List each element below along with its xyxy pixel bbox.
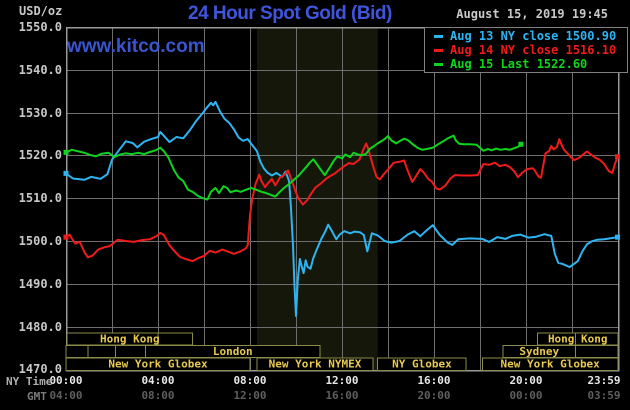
session-label: New York Globex [108, 358, 208, 371]
series-end-marker [63, 234, 69, 240]
ny-time-axis-label: NY Time [6, 375, 53, 388]
session-box [377, 357, 467, 371]
session-box [481, 357, 619, 371]
session-box [574, 345, 619, 358]
legend-item: Aug 13 NY close 1500.90 [434, 29, 627, 43]
page-title: 24 Hour Spot Gold (Bid) [188, 3, 392, 24]
legend-dash-icon [434, 63, 443, 66]
legend-item: Aug 15 Last 1522.60 [434, 57, 627, 71]
series-end-marker [615, 154, 621, 160]
session-label: Hong Kong [548, 333, 608, 346]
session-box [65, 357, 251, 371]
x-tick-ny-label: 12:00 [325, 374, 359, 387]
series-end-marker [518, 141, 524, 147]
legend-item-label: Aug 13 NY close 1500.90 [450, 29, 617, 43]
y-tick-label: 1540.0 [18, 62, 62, 77]
series-line-aug-15 [65, 134, 522, 201]
session-label: Sydney [519, 345, 559, 358]
x-tick-gmt-label: 04:00 [49, 389, 83, 402]
y-tick-label: 1480.0 [18, 319, 62, 334]
y-tick-label: 1530.0 [18, 105, 62, 120]
x-tick-gmt-label: 20:00 [417, 389, 451, 402]
chart-timestamp: August 15, 2019 19:45 [456, 7, 608, 21]
x-tick-gmt-label: 08:00 [141, 389, 175, 402]
y-tick-label: 1470.0 [18, 362, 62, 377]
series-line-aug-14 [65, 138, 619, 263]
legend-item-label: Aug 15 Last 1522.60 [450, 57, 588, 71]
series-line-aug-13 [65, 100, 619, 317]
legend-dash-icon [434, 35, 443, 38]
gmt-axis-label: GMT [27, 390, 47, 403]
x-tick-gmt-label: 12:00 [233, 389, 267, 402]
session-box [87, 345, 116, 358]
x-tick-ny-label: 16:00 [417, 374, 451, 387]
series-end-marker [615, 234, 621, 240]
session-label: London [213, 345, 253, 358]
legend-item-label: Aug 14 NY close 1516.10 [450, 43, 617, 57]
legend-dash-icon [434, 49, 443, 52]
legend-box: Aug 13 NY close 1500.90 Aug 14 NY close 1… [424, 27, 628, 73]
series-end-marker [63, 149, 69, 155]
x-tick-ny-label: 23:59 [587, 374, 621, 387]
session-box [65, 345, 89, 358]
y-tick-label: 1520.0 [18, 148, 62, 163]
y-tick-label: 1490.0 [18, 276, 62, 291]
x-tick-ny-label: 00:00 [49, 374, 83, 387]
x-tick-gmt-label: 03:59 [587, 389, 621, 402]
x-tick-ny-label: 04:00 [141, 374, 175, 387]
session-label: New York Globex [500, 358, 600, 371]
y-tick-label: 1510.0 [18, 191, 62, 206]
session-label: Hong Kong [100, 333, 160, 346]
y-axis-units-label: USD/oz [19, 4, 63, 18]
x-tick-gmt-label: 00:00 [509, 389, 543, 402]
legend-item: Aug 14 NY close 1516.10 [434, 43, 627, 57]
x-tick-ny-label: 20:00 [509, 374, 543, 387]
session-box [114, 345, 146, 358]
kitco-watermark-link[interactable]: www.kitco.com [67, 36, 205, 57]
session-label: New York NYMEX [269, 358, 362, 371]
y-tick-label: 1550.0 [18, 20, 62, 34]
session-box [256, 357, 374, 371]
session-label: NY Globex [392, 358, 452, 371]
series-end-marker [63, 170, 69, 176]
y-tick-label: 1500.0 [18, 234, 62, 248]
x-tick-ny-label: 08:00 [233, 374, 267, 387]
x-tick-gmt-label: 16:00 [325, 389, 359, 402]
